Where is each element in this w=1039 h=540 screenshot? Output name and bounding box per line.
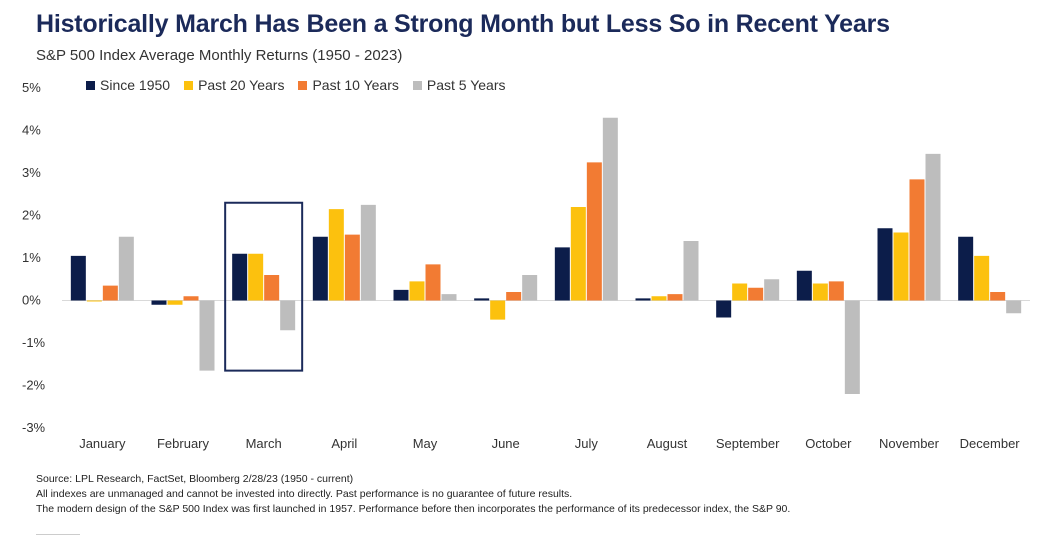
footnote-disclaimer: All indexes are unmanaged and cannot be … <box>36 488 573 500</box>
x-tick-label: September <box>716 436 780 451</box>
bar-december-past-10-years <box>990 292 1006 301</box>
bar-march-past-5-years <box>280 300 296 331</box>
footnote-source: Source: LPL Research, FactSet, Bloomberg… <box>36 473 354 485</box>
chart-title: Historically March Has Been a Strong Mon… <box>36 10 890 38</box>
legend-swatch-past-10-years <box>298 80 308 90</box>
x-tick-label: March <box>246 436 282 451</box>
legend-swatch-past-5-years <box>412 80 422 90</box>
legend-label-past-5-years: Past 5 Years <box>426 77 506 93</box>
bar-june-past-20-years <box>490 300 506 320</box>
x-tick-label: April <box>331 436 357 451</box>
legend-swatch-since-1950 <box>86 80 95 90</box>
bar-september-past-5-years <box>764 279 780 301</box>
legend-label-past-10-years: Past 10 Years <box>312 77 399 93</box>
bar-february-past-5-years <box>199 300 215 371</box>
x-tick-label: October <box>805 436 852 451</box>
bar-september-past-20-years <box>732 283 748 301</box>
y-tick-label: 3% <box>22 165 41 180</box>
legend-label-since-1950: Since 1950 <box>100 77 171 93</box>
bar-june-since-1950 <box>474 298 490 301</box>
bar-march-past-20-years <box>248 253 264 301</box>
bar-february-since-1950 <box>151 300 167 305</box>
bar-may-past-20-years <box>409 281 425 301</box>
x-tick-label: January <box>79 436 126 451</box>
bar-september-past-10-years <box>748 287 764 301</box>
bar-may-past-5-years <box>441 294 457 301</box>
bar-december-since-1950 <box>958 236 974 301</box>
y-tick-label: 0% <box>22 293 41 308</box>
bar-january-since-1950 <box>70 255 86 301</box>
bar-november-past-20-years <box>893 232 909 301</box>
bar-march-since-1950 <box>232 253 248 301</box>
bottom-divider <box>36 534 80 535</box>
bar-september-since-1950 <box>716 300 732 318</box>
legend-swatch-past-20-years <box>184 80 194 90</box>
bar-march-past-10-years <box>264 275 280 301</box>
highlight-box-march <box>224 201 304 372</box>
bar-august-past-5-years <box>683 241 699 301</box>
y-tick-label: 4% <box>22 123 41 138</box>
bar-october-past-20-years <box>812 283 828 301</box>
x-tick-label: December <box>960 436 1021 451</box>
bar-april-since-1950 <box>312 236 328 301</box>
bar-april-past-20-years <box>328 209 344 301</box>
bar-august-past-20-years <box>651 296 667 301</box>
x-tick-label: November <box>879 436 940 451</box>
bar-february-past-10-years <box>183 296 199 301</box>
legend-item-past-10-years: Past 10 Years <box>298 77 399 93</box>
bar-october-past-5-years <box>844 300 860 394</box>
bar-june-past-10-years <box>506 292 522 301</box>
bar-april-past-5-years <box>360 204 376 301</box>
bar-february-past-20-years <box>167 300 183 305</box>
bar-may-past-10-years <box>425 264 441 301</box>
x-tick-label: May <box>413 436 438 451</box>
x-tick-label: July <box>575 436 599 451</box>
bar-chart: 5% 4% 3% 2% 1% 0% -1% -2% -3% January February Marc… <box>22 80 1030 451</box>
y-tick-label: 1% <box>22 250 41 265</box>
bar-april-past-10-years <box>344 234 360 301</box>
legend-item-past-5-years: Past 5 Years <box>412 77 506 93</box>
x-tick-label: February <box>157 436 210 451</box>
bar-june-past-5-years <box>522 275 538 301</box>
footnotes: Source: LPL Research, FactSet, Bloomberg… <box>36 472 790 517</box>
legend-item-past-20-years: Past 20 Years <box>184 77 284 93</box>
bar-november-since-1950 <box>877 228 893 301</box>
legend-label-past-20-years: Past 20 Years <box>198 77 285 93</box>
bar-november-past-10-years <box>909 179 925 301</box>
x-tick-label: June <box>492 436 520 451</box>
bar-july-past-5-years <box>602 117 618 301</box>
bar-january-past-20-years <box>86 300 102 302</box>
bar-july-past-10-years <box>586 162 602 301</box>
y-tick-label: -2% <box>22 378 46 393</box>
bar-july-since-1950 <box>554 247 570 301</box>
y-tick-label: -3% <box>22 420 46 435</box>
y-tick-label: 5% <box>22 80 41 95</box>
footnote-index-history: The modern design of the S&P 500 Index w… <box>36 503 791 515</box>
bar-october-past-10-years <box>828 281 844 301</box>
bar-august-since-1950 <box>635 298 651 301</box>
bar-january-past-5-years <box>118 236 134 301</box>
y-tick-label: 2% <box>22 208 41 223</box>
bar-january-past-10-years <box>102 285 118 301</box>
x-tick-label: August <box>647 436 688 451</box>
y-tick-label: -1% <box>22 335 46 350</box>
legend-item-since-1950: Since 1950 <box>86 77 170 93</box>
bar-august-past-10-years <box>667 294 683 301</box>
bar-december-past-20-years <box>974 255 990 301</box>
bar-may-since-1950 <box>393 289 409 301</box>
chart-subtitle: S&P 500 Index Average Monthly Returns (1… <box>36 47 403 64</box>
bar-october-since-1950 <box>796 270 812 301</box>
bar-november-past-5-years <box>925 153 941 301</box>
bar-december-past-5-years <box>1006 300 1022 314</box>
chart-legend: Since 1950 Past 20 Years Past 10 Years P… <box>86 77 506 93</box>
bar-july-past-20-years <box>570 207 586 301</box>
